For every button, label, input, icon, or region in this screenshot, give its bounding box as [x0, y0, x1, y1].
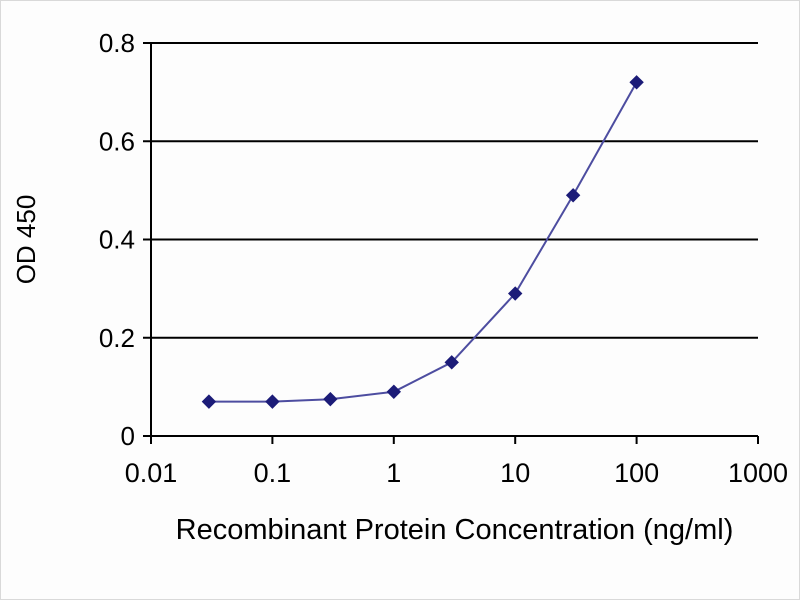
x-tick-label: 10: [500, 458, 530, 488]
series-line: [208, 81, 638, 403]
x-tick-label: 0.01: [125, 458, 178, 488]
x-tick-label: 1: [386, 458, 401, 488]
data-point-marker: [201, 394, 217, 409]
data-point-marker: [323, 391, 338, 407]
y-tick-label: 0.2: [99, 323, 135, 353]
y-tick-label: 0: [121, 421, 135, 451]
data-point-marker: [507, 286, 523, 301]
y-axis-title: OD 450: [11, 195, 41, 285]
data-point-marker: [265, 394, 280, 409]
y-tick-label: 0.4: [99, 225, 135, 255]
data-point-marker: [629, 75, 644, 90]
data-point-marker: [565, 188, 581, 203]
y-tick-label: 0.8: [99, 28, 135, 58]
data-point-marker: [386, 384, 402, 399]
y-tick-label: 0.6: [99, 126, 135, 156]
x-tick-label: 0.1: [254, 458, 292, 488]
data-point-marker: [444, 355, 459, 370]
x-axis-title: Recombinant Protein Concentration (ng/ml…: [176, 514, 734, 546]
x-tick-label: 1000: [728, 458, 788, 488]
x-tick-label: 100: [614, 458, 659, 488]
